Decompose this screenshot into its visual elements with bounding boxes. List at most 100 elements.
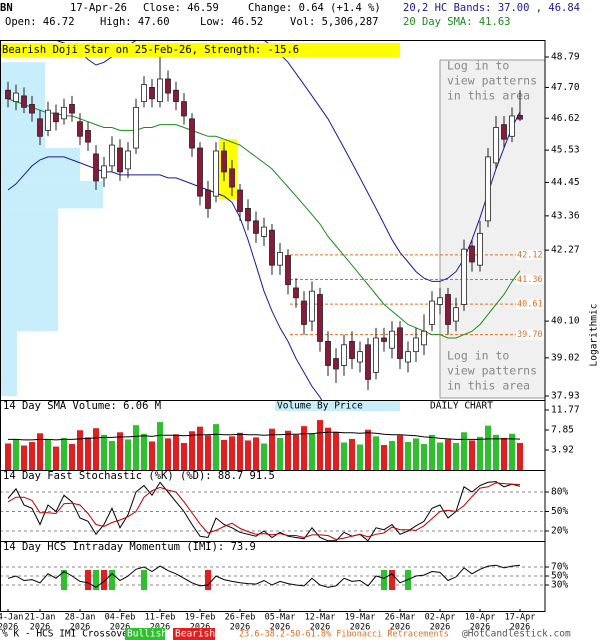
volume-bar: [269, 428, 275, 470]
candle-body: [381, 337, 387, 342]
y-tick-label: 20%: [551, 526, 568, 537]
close: Close: 46.59: [143, 2, 219, 14]
x-tick-year: 2026: [510, 623, 530, 633]
candle-body: [341, 344, 347, 366]
panel-title: 14 Day HCS Intraday Momentum (IMI): 73.9: [3, 541, 256, 553]
y-tick-label: 7.85: [551, 424, 574, 435]
candle-body: [229, 168, 235, 188]
volume-bar: [301, 426, 307, 470]
volume-bar: [149, 441, 155, 470]
volume-bar: [421, 444, 427, 470]
bullish-signal: [141, 570, 147, 590]
candle-body: [325, 340, 331, 366]
fib-label: 40.61: [517, 300, 543, 310]
candle-body: [317, 294, 323, 342]
volume-by-price-label: Volume By Price: [277, 401, 363, 412]
x-tick-year: 2026: [270, 623, 290, 633]
y-tick-label: 30%: [551, 580, 568, 591]
x-tick-year: 2026: [110, 623, 130, 633]
candle-body: [437, 297, 443, 305]
candle-body: [333, 358, 339, 370]
volume-by-price-bar: [0, 180, 103, 209]
series-line: [7, 564, 521, 588]
x-tick-label: 21-Jan: [25, 613, 56, 623]
bullish-signal: [381, 570, 387, 590]
candle-body: [221, 150, 227, 173]
volume-bar: [61, 437, 67, 470]
volume-bar: [205, 435, 211, 470]
volume-bar: [253, 437, 259, 470]
volume-bar: [213, 424, 219, 470]
volume-bar: [189, 431, 195, 470]
y-tick-label: 80%: [551, 487, 568, 498]
y-tick-label: 44.45: [551, 177, 580, 188]
x-tick-year: 2026: [430, 623, 450, 633]
volume-by-price-bar: [0, 331, 17, 396]
candle-body: [253, 220, 259, 234]
candle-body: [269, 229, 275, 266]
fib-label: 42.12: [517, 250, 543, 260]
volume-bar: [501, 437, 507, 470]
candle-body: [5, 89, 11, 100]
y-tick-label: 70%: [551, 562, 568, 573]
candle-body: [277, 251, 283, 266]
low: Low: 46.52: [200, 16, 263, 28]
vol: Vol: 5,306,287: [290, 16, 379, 28]
x-tick-year: 2026: [350, 623, 370, 633]
volume-by-price-bar: [0, 208, 58, 332]
volume-bar: [477, 436, 483, 470]
candle-body: [61, 106, 67, 120]
bullish-signal: [61, 570, 67, 590]
volume-bar: [109, 440, 115, 470]
candle-body: [21, 95, 27, 108]
volume-bar: [77, 430, 83, 470]
y-tick-label: 46.62: [551, 113, 580, 124]
volume-bar: [125, 439, 131, 470]
volume-bar: [341, 442, 347, 470]
y-tick-label: 48.79: [551, 52, 580, 63]
candle-body: [493, 127, 499, 164]
bearish-swatch: [173, 628, 215, 640]
volume-bar: [157, 422, 163, 470]
volume-bar: [37, 433, 43, 470]
x-tick-label: 14-Jan: [0, 613, 23, 623]
candle-body: [397, 327, 403, 359]
volume-bar: [381, 445, 387, 470]
volume-bar: [29, 441, 35, 470]
volume-bar: [469, 440, 475, 470]
crossover-label: % K - HCS IMI Crossover,: [2, 629, 139, 640]
high: High: 47.60: [100, 16, 170, 28]
volume-bar: [245, 440, 251, 470]
volume-bar: [197, 426, 203, 470]
bearish-signal: [101, 570, 107, 590]
volume-bar: [365, 429, 371, 470]
candle-body: [469, 245, 475, 263]
volume-bar: [165, 438, 171, 470]
x-tick-year: 2026: [150, 623, 170, 633]
volume-bar: [349, 438, 355, 470]
series-line: [7, 481, 521, 542]
volume-bar: [221, 439, 227, 470]
bullish-swatch: [125, 628, 165, 640]
candle-body: [157, 78, 163, 103]
volume-bar: [181, 442, 187, 470]
label-bg: [275, 401, 400, 411]
candle-body: [517, 114, 523, 120]
volume-bar: [117, 432, 123, 470]
volume-bar: [101, 434, 107, 470]
series-line: [8, 431, 521, 441]
x-tick-year: 2026: [0, 623, 18, 633]
candle-body: [501, 124, 507, 140]
x-tick-year: 2026: [190, 623, 210, 633]
x-tick-label: 28-Jan: [65, 613, 96, 623]
y-tick-label: 47.70: [551, 82, 580, 93]
y-tick-label: 40.10: [551, 316, 580, 327]
change: Change: 0.64 (+1.4 %): [248, 2, 381, 14]
y-axis-label: Logarithmic: [589, 304, 600, 367]
fib-label-bg: [516, 274, 544, 285]
candle-body: [357, 351, 363, 363]
volume-bar: [429, 434, 435, 470]
y-tick-label: 50%: [551, 571, 568, 582]
volume-bar: [13, 438, 19, 470]
candle-body: [69, 104, 75, 114]
